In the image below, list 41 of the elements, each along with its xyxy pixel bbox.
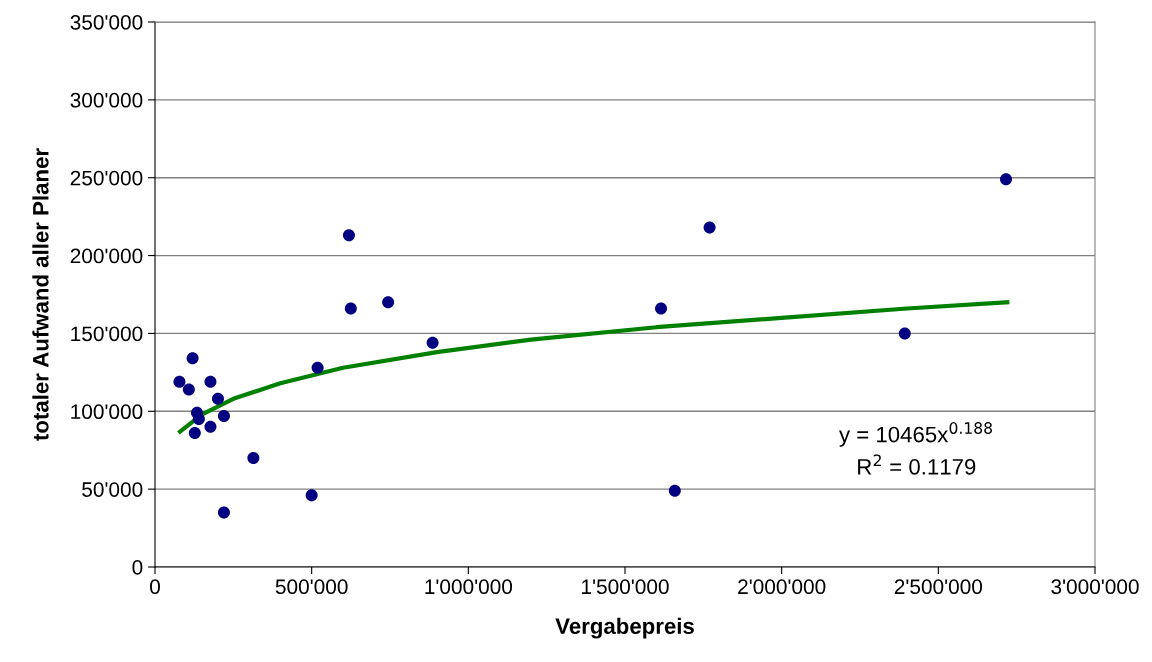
point xyxy=(382,296,395,309)
x-tick-label: 0 xyxy=(150,579,160,595)
x-tick-label: 2'000'000 xyxy=(738,579,826,595)
point xyxy=(1000,173,1013,186)
point xyxy=(247,451,260,465)
point xyxy=(703,221,716,234)
annotation: R$^{2}$ = 0.1179 xyxy=(858,454,976,475)
point xyxy=(655,302,668,315)
point xyxy=(898,327,911,340)
point xyxy=(204,420,217,433)
point xyxy=(217,409,230,422)
point xyxy=(668,484,681,497)
point xyxy=(426,336,439,349)
point xyxy=(182,383,195,396)
point xyxy=(192,413,205,426)
point xyxy=(311,361,324,374)
y-tick-label: 50'000 xyxy=(82,482,143,497)
point xyxy=(305,489,318,502)
x-tick-label: 1'000'000 xyxy=(425,579,513,595)
x-tick-label: 1'500'000 xyxy=(582,579,669,595)
y-tick-label: 200'000 xyxy=(70,248,143,264)
x-tick-label: 3'000'000 xyxy=(1051,579,1139,595)
y-tick-label: 300'000 xyxy=(70,92,143,108)
y-tick-label: 0 xyxy=(132,560,143,575)
point xyxy=(173,375,186,388)
point xyxy=(186,352,199,365)
y-axis-title: totaler Aufwand aller Planer xyxy=(32,148,49,441)
annotation: y = 10465x$^{0.188}$ xyxy=(839,422,992,447)
x-tick-label: 500'000 xyxy=(275,579,348,595)
y-tick-label: 100'000 xyxy=(71,404,143,420)
point xyxy=(342,229,355,242)
x-axis-title: Vergabepreis xyxy=(555,617,694,639)
point xyxy=(188,427,201,440)
y-tick-label: 150'000 xyxy=(71,326,143,342)
point xyxy=(217,506,230,519)
x-tick-label: 2'500'000 xyxy=(894,579,983,595)
y-tick-label: 250'000 xyxy=(70,170,143,186)
point xyxy=(204,375,217,388)
point xyxy=(211,392,224,405)
y-tick-label: 350'000 xyxy=(70,15,143,30)
point xyxy=(344,302,357,315)
